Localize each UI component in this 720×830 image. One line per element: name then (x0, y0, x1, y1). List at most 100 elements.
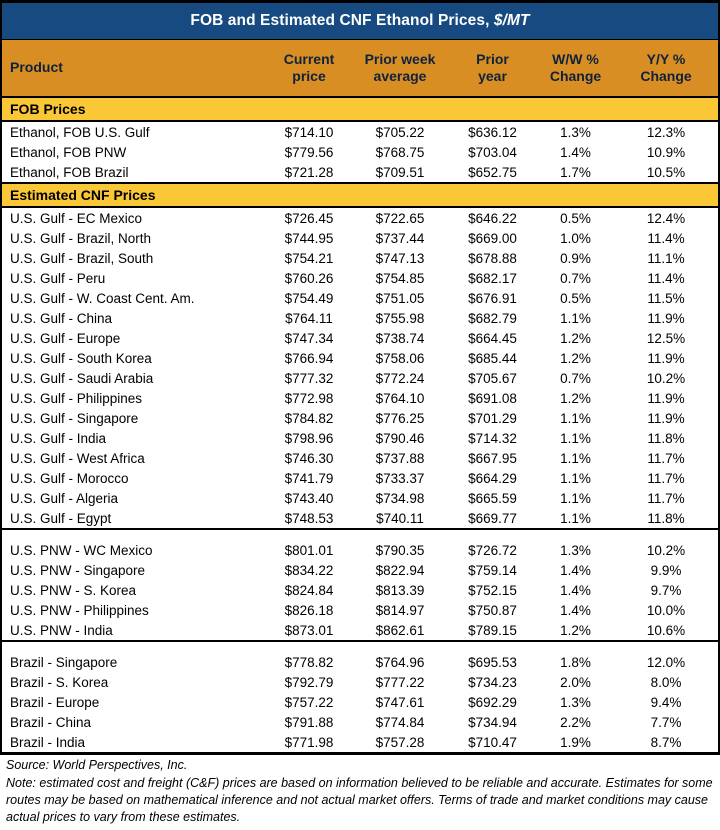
cell-value: $685.44 (468, 350, 517, 366)
cell-value: 1.2% (560, 622, 591, 638)
cell-value: $746.30 (284, 450, 334, 466)
cell-value: 1.2% (560, 330, 591, 346)
cell-product: U.S. Gulf - Singapore (10, 410, 139, 426)
section-divider (2, 528, 718, 540)
cell-value: $669.77 (468, 510, 517, 526)
cell-product: U.S. Gulf - Egypt (10, 510, 112, 526)
cell-value: $676.91 (468, 290, 517, 306)
cell-value: 11.8% (647, 510, 685, 526)
cell-value: $692.29 (468, 694, 517, 710)
table-row: U.S. PNW - Philippines $826.18 $814.97 $750… (2, 600, 718, 620)
table-row: U.S. PNW - Singapore $834.22 $822.94 $759.1… (2, 560, 718, 580)
cell-value: $776.25 (375, 410, 425, 426)
table-row: U.S. PNW - S. Korea $824.84 $813.39 $752.15… (2, 580, 718, 600)
cell-product: U.S. Gulf - Algeria (10, 490, 119, 506)
cell-value: 1.1% (560, 510, 591, 526)
cell-value: 1.4% (560, 144, 591, 160)
cell-value: 1.1% (560, 430, 591, 446)
cell-value: $705.22 (375, 124, 425, 140)
cell-value: 12.4% (646, 210, 686, 226)
table-row: U.S. Gulf - South Korea $766.94 $758.06 $68… (2, 348, 718, 368)
cell-value: $743.40 (284, 490, 334, 506)
cell-value: $750.87 (468, 602, 517, 618)
cell-value: $772.24 (375, 370, 425, 386)
cell-value: $748.53 (284, 510, 334, 526)
cell-value: $682.17 (468, 270, 517, 286)
cell-value: $757.22 (284, 694, 334, 710)
cell-value: $759.14 (468, 562, 517, 578)
cell-value: 9.7% (650, 582, 682, 598)
cell-value: 0.7% (560, 370, 591, 386)
cell-value: $777.32 (284, 370, 334, 386)
cell-product: U.S. Gulf - W. Coast Cent. Am. (10, 290, 195, 306)
disclaimer-note: Note: estimated cost and freight (C&F) p… (6, 776, 713, 824)
cell-product: U.S. Gulf - West Africa (10, 450, 145, 466)
cell-value: $734.94 (468, 714, 517, 730)
cell-value: $741.79 (284, 470, 334, 486)
cell-value: 1.0% (560, 230, 591, 246)
cell-value: $682.79 (468, 310, 517, 326)
cell-value: 1.3% (560, 694, 591, 710)
cell-value: $798.96 (284, 430, 334, 446)
table-row: Ethanol, FOB U.S. Gulf $714.10 $705.22 $636… (2, 122, 718, 142)
cell-value: $771.98 (284, 734, 334, 750)
table-row: U.S. Gulf - W. Coast Cent. Am. $754.49 $75… (2, 288, 718, 308)
cell-value: 1.1% (560, 410, 591, 426)
cell-value: $789.15 (468, 622, 517, 638)
cell-product: Ethanol, FOB U.S. Gulf (10, 124, 150, 140)
cell-value: 1.9% (560, 734, 591, 750)
column-headers: Product Current price Prior week average Prio… (2, 40, 718, 96)
cell-value: $678.88 (468, 250, 517, 266)
cell-value: $703.04 (468, 144, 517, 160)
cell-value: $834.22 (284, 562, 334, 578)
cell-value: $764.96 (375, 654, 425, 670)
cell-value: 11.7% (647, 450, 685, 466)
cell-value: $757.28 (375, 734, 425, 750)
cell-value: $747.34 (284, 330, 334, 346)
cell-product: U.S. Gulf - South Korea (10, 350, 152, 366)
cell-value: $669.00 (468, 230, 517, 246)
table-row: Brazil - Europe $757.22 $747.61 $692.29 1.3%… (2, 692, 718, 712)
cell-value: $726.72 (468, 542, 517, 558)
cell-value: 1.3% (560, 542, 591, 558)
table-row: U.S. Gulf - China $764.11 $755.98 $682.79 1.… (2, 308, 718, 328)
cell-product: Brazil - Europe (10, 694, 100, 710)
column-header-prior-year: Prior year (476, 50, 509, 85)
cell-value: $737.44 (375, 230, 425, 246)
cell-product: U.S. Gulf - EC Mexico (10, 210, 143, 226)
cell-value: 10.9% (646, 144, 686, 160)
table-row: U.S. Gulf - Peru $760.26 $754.85 $682.17 0.7… (2, 268, 718, 288)
table-row: Ethanol, FOB PNW $779.56 $768.75 $703.04 1.4… (2, 142, 718, 162)
table-title-text: FOB and Estimated CNF Ethanol Prices, (190, 12, 494, 29)
cell-value: $755.98 (375, 310, 425, 326)
cell-value: $664.29 (468, 470, 517, 486)
cell-value: $792.79 (284, 674, 334, 690)
cell-value: 1.1% (560, 490, 591, 506)
cell-value: $751.05 (375, 290, 425, 306)
column-header-current-price: Current price (283, 50, 335, 85)
table-row: Brazil - India $771.98 $757.28 $710.47 1.9% 8… (2, 732, 718, 752)
cell-product: U.S. Gulf - Saudi Arabia (10, 370, 154, 386)
cell-product: U.S. PNW - India (10, 622, 113, 638)
cell-value: $734.98 (375, 490, 425, 506)
table-row: Brazil - Singapore $778.82 $764.96 $695.53 1… (2, 652, 718, 672)
cell-value: $714.10 (284, 124, 334, 140)
cell-value: $740.11 (376, 510, 424, 526)
table-row: U.S. Gulf - Singapore $784.82 $776.25 $701.… (2, 408, 718, 428)
cell-value: $664.45 (468, 330, 517, 346)
cell-value: 1.4% (560, 562, 591, 578)
cell-value: 1.3% (560, 124, 591, 140)
cell-product: U.S. Gulf - Brazil, North (10, 230, 152, 246)
cell-value: 1.2% (560, 350, 591, 366)
cell-value: $721.28 (284, 164, 334, 180)
cell-value: $784.82 (284, 410, 334, 426)
table-row: U.S. Gulf - Brazil, South $754.21 $747.13 $… (2, 248, 718, 268)
cell-value: $636.12 (468, 124, 517, 140)
cell-value: $826.18 (284, 602, 334, 618)
cell-value: 11.4% (647, 270, 685, 286)
cell-value: 10.2% (646, 370, 686, 386)
cell-value: $822.94 (375, 562, 425, 578)
cell-value: $754.49 (284, 290, 334, 306)
table-row: Ethanol, FOB Brazil $721.28 $709.51 $652.75… (2, 162, 718, 182)
